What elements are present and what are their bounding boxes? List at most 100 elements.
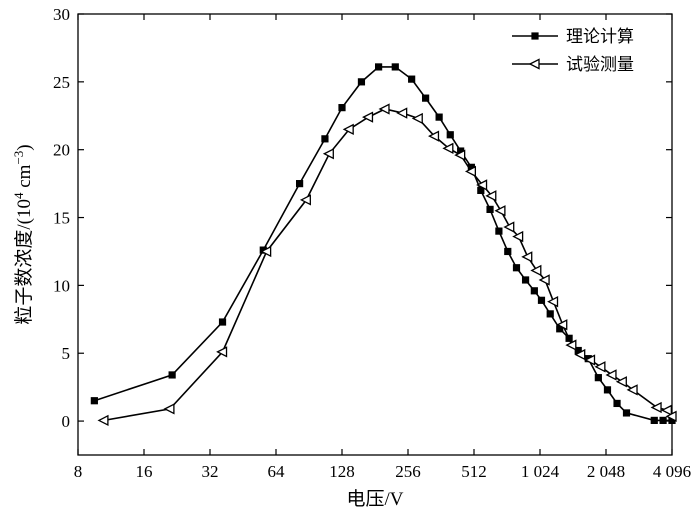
data-point (467, 163, 475, 171)
y-tick-label: 25 (53, 73, 70, 92)
data-point (626, 384, 638, 396)
data-point (163, 403, 175, 415)
y-axis-title-part: 粒子数浓度/(10 (13, 199, 35, 325)
data-point (556, 319, 568, 331)
data-point (260, 245, 272, 258)
data-point (521, 276, 530, 284)
data-point (528, 58, 540, 70)
data-point (574, 348, 586, 361)
data-point (218, 318, 227, 326)
data-point (322, 148, 334, 160)
data-point (321, 135, 329, 143)
y-tick-label: 30 (53, 5, 70, 24)
data-point (357, 78, 366, 86)
data-point (615, 376, 627, 388)
data-point (512, 264, 521, 272)
data-point (530, 264, 542, 277)
data-point (650, 401, 662, 414)
axes-layer: 8 16 32 64 128 256 512 1 024 2 048 4 096 0 5 10 15 20 2… (11, 5, 692, 510)
x-tick-label: 32 (202, 462, 219, 481)
data-point (574, 346, 582, 355)
y-tick-label: 15 (53, 209, 70, 228)
data-point (477, 186, 485, 194)
data-point (216, 346, 228, 358)
data-point (457, 147, 465, 155)
series-layer (90, 63, 677, 427)
x-tick-label: 128 (329, 462, 355, 481)
series-line (103, 108, 673, 422)
series-line (94, 66, 672, 422)
data-point (603, 386, 612, 394)
data-point (454, 149, 466, 161)
data-point (486, 205, 494, 213)
data-point (594, 374, 602, 382)
y-tick-label: 0 (62, 412, 71, 431)
data-point (565, 339, 577, 351)
data-point (546, 310, 554, 318)
data-point (422, 94, 430, 102)
data-point (485, 190, 497, 202)
data-point (90, 397, 98, 405)
data-point (362, 111, 374, 123)
data-point (556, 325, 564, 333)
data-point (584, 354, 596, 366)
y-axis-title: 粒子数浓度/(104 cm−3) (11, 144, 36, 324)
data-point (537, 296, 546, 304)
x-tick-label: 8 (74, 462, 83, 481)
data-point (605, 369, 617, 381)
x-axis-title: 电压/V (346, 488, 403, 510)
y-tick-label: 5 (62, 344, 71, 363)
data-point (530, 287, 538, 295)
y-tick-label: 20 (53, 141, 70, 160)
x-tick-label: 2 048 (587, 462, 625, 481)
data-point (547, 296, 559, 308)
series-2 (97, 103, 677, 427)
data-point (295, 180, 304, 188)
x-tick-label: 16 (136, 462, 153, 481)
data-point (168, 371, 176, 379)
data-point (613, 399, 621, 408)
y-axis-title-superscript: −3 (11, 151, 26, 165)
y-axis-title-part: cm (14, 164, 35, 192)
data-point (446, 131, 454, 139)
x-tick-label: 4 096 (653, 462, 691, 481)
data-point (503, 221, 515, 233)
series-1 (90, 63, 676, 424)
data-point (435, 113, 443, 121)
plot-frame (77, 13, 673, 456)
data-point (411, 112, 423, 125)
y-axis-title-part: ) (14, 144, 35, 150)
data-point (476, 179, 488, 191)
data-point (494, 205, 506, 217)
data-point (622, 409, 631, 417)
data-point (299, 194, 311, 206)
data-point (665, 410, 677, 422)
data-point (650, 416, 658, 424)
data-point (512, 230, 524, 243)
data-point (97, 414, 109, 427)
data-point (659, 416, 667, 424)
legend-item: 试验测量 (512, 55, 634, 74)
data-point (504, 247, 512, 256)
legend-item: 理论计算 (512, 27, 634, 46)
data-point (660, 404, 672, 416)
data-point (531, 32, 539, 40)
data-point (391, 63, 399, 71)
x-tick-label: 64 (268, 462, 286, 481)
data-point (594, 361, 606, 373)
data-point (338, 104, 346, 112)
data-point (495, 227, 503, 235)
data-point (375, 63, 383, 71)
data-point (442, 142, 454, 154)
y-tick-label: 10 (53, 276, 70, 295)
x-tick-label: 256 (395, 462, 421, 481)
x-tick-label: 512 (461, 462, 487, 481)
legend-label: 理论计算 (566, 27, 634, 46)
data-point (396, 107, 408, 119)
data-point (342, 123, 354, 136)
data-point (538, 274, 550, 286)
data-point (521, 251, 533, 263)
